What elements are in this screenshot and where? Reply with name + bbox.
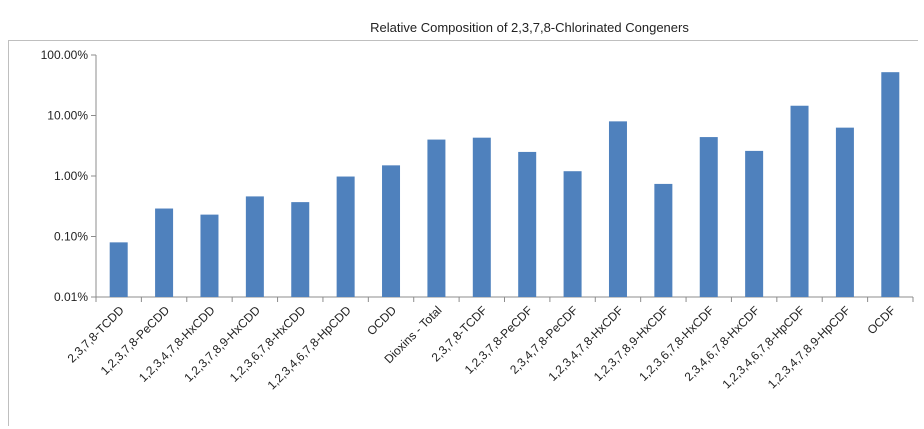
y-tick-label: 10.00% <box>47 109 88 123</box>
axes <box>95 55 914 302</box>
bar <box>245 196 264 297</box>
y-tick-label: 0.01% <box>54 290 88 304</box>
plot-area-frame <box>8 40 918 426</box>
x-tick-label: 1,2,3,6,7,8-HxCDD <box>227 303 309 385</box>
bar <box>745 150 764 297</box>
bar <box>518 151 537 297</box>
x-axis-labels: 2,3,7,8-TCDD1,2,3,7,8-PeCDD1,2,3,4,7,8-H… <box>65 303 899 392</box>
bar <box>563 171 582 297</box>
bar <box>291 202 310 297</box>
bar <box>881 72 900 298</box>
bar <box>835 127 854 298</box>
x-tick-label: 1,2,3,4,7,8-HxCDD <box>136 303 218 385</box>
bar <box>155 208 174 297</box>
y-axis-ticks: 0.01% 0.10% 1.00% 10.00% 100.00% <box>41 48 96 304</box>
x-tick-label: 1,2,3,7,8,9-HxCDD <box>181 303 263 385</box>
bar <box>109 242 128 297</box>
bar <box>699 137 718 297</box>
bar <box>608 121 627 297</box>
bar <box>382 165 401 297</box>
bar <box>336 176 355 297</box>
y-tick-label: 1.00% <box>54 169 88 183</box>
x-tick-label: 1,2,3,4,7,8,9-HpCDF <box>765 303 853 391</box>
bar <box>472 137 491 297</box>
x-tick-label: 1,2,3,4,6,7,8-HpCDF <box>719 303 807 391</box>
x-tick-label: OCDD <box>364 303 399 338</box>
x-tick-label: OCDF <box>864 303 898 337</box>
bar <box>790 105 809 297</box>
y-tick-label: 100.00% <box>41 48 89 62</box>
bar <box>200 214 219 297</box>
x-tick-label: 1,2,3,4,6,7,8-HpCDD <box>265 303 354 392</box>
chart-title: Relative Composition of 2,3,7,8-Chlorina… <box>370 20 689 35</box>
bar <box>427 139 446 297</box>
bars <box>109 72 900 298</box>
bar <box>654 183 673 297</box>
y-tick-label: 0.10% <box>54 230 88 244</box>
